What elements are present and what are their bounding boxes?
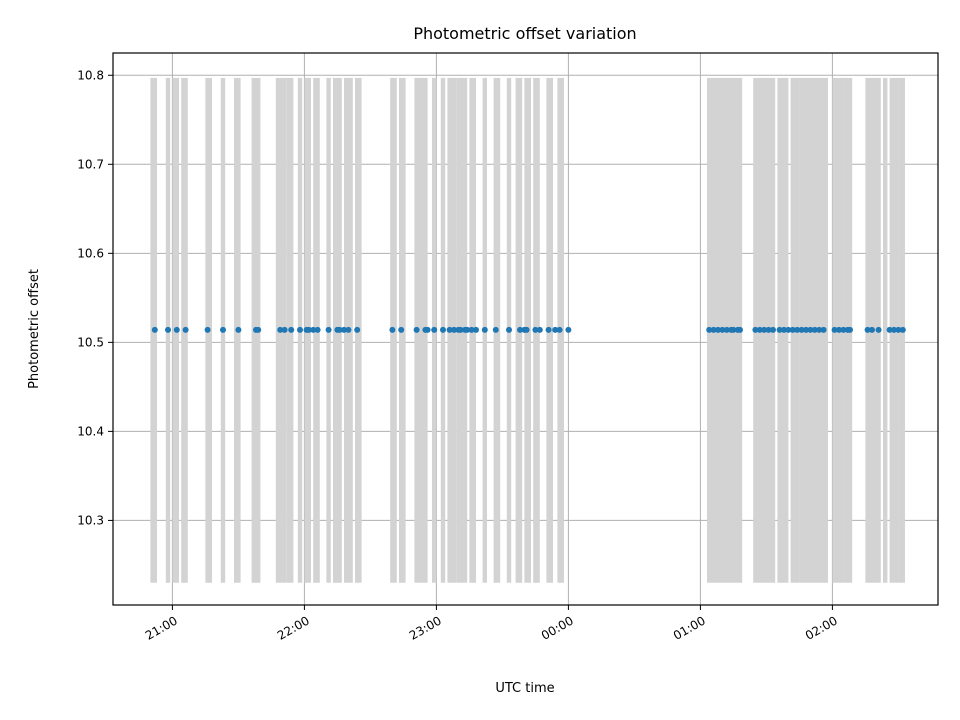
chart-title: Photometric offset variation bbox=[413, 24, 636, 43]
offset-point bbox=[776, 326, 783, 333]
offset-point bbox=[545, 326, 552, 333]
offset-point bbox=[891, 326, 897, 333]
offset-point bbox=[899, 326, 906, 333]
offset-point bbox=[706, 326, 713, 333]
offset-point bbox=[151, 326, 158, 333]
offset-point bbox=[389, 326, 396, 333]
y-tick-label: 10.4 bbox=[77, 424, 104, 438]
offset-point bbox=[798, 326, 805, 333]
offset-point bbox=[413, 326, 420, 333]
offset-point bbox=[204, 326, 211, 333]
y-tick-label: 10.8 bbox=[77, 68, 104, 82]
offset-point bbox=[532, 326, 539, 333]
offset-point bbox=[473, 326, 479, 333]
offset-point bbox=[277, 326, 284, 333]
y-tick-label: 10.5 bbox=[77, 335, 104, 349]
offset-point bbox=[523, 326, 530, 333]
offset-point bbox=[173, 326, 180, 333]
offset-point bbox=[165, 326, 171, 333]
offset-point bbox=[847, 326, 853, 333]
offset-point bbox=[481, 326, 488, 333]
offset-point bbox=[756, 326, 763, 333]
x-axis-label: UTC time bbox=[495, 681, 554, 696]
offset-point bbox=[869, 326, 875, 333]
offset-point bbox=[816, 326, 823, 333]
offset-points bbox=[151, 326, 906, 333]
offset-point bbox=[220, 326, 226, 333]
offset-point bbox=[752, 326, 759, 333]
offset-point bbox=[864, 326, 871, 333]
offset-point bbox=[310, 326, 317, 333]
offset-point bbox=[297, 326, 303, 333]
y-tick-label: 10.3 bbox=[77, 513, 104, 527]
offset-point bbox=[341, 326, 347, 333]
offset-point bbox=[536, 326, 543, 333]
offset-point bbox=[431, 326, 438, 333]
offset-point bbox=[468, 326, 475, 333]
offset-point bbox=[354, 326, 361, 333]
offset-point bbox=[336, 326, 343, 333]
y-axis-label: Photometric offset bbox=[27, 269, 42, 389]
offset-point bbox=[235, 326, 242, 333]
y-ticks: 10.3 10.4 10.5 10.6 10.7 10.8 bbox=[77, 68, 113, 527]
offset-point bbox=[255, 326, 262, 333]
y-tick-label: 10.6 bbox=[77, 246, 104, 260]
offset-point bbox=[811, 326, 818, 333]
offset-point bbox=[761, 326, 768, 333]
offset-point bbox=[281, 326, 288, 333]
offset-point bbox=[314, 326, 321, 333]
offset-point bbox=[840, 326, 847, 333]
y-tick-label: 10.7 bbox=[77, 157, 104, 171]
offset-point bbox=[424, 326, 431, 333]
offset-point bbox=[715, 326, 721, 333]
offset-point bbox=[794, 326, 801, 333]
offset-point bbox=[737, 326, 743, 333]
offset-point bbox=[781, 326, 787, 333]
offset-point bbox=[886, 326, 893, 333]
offset-point bbox=[457, 326, 464, 333]
offset-point bbox=[451, 326, 457, 333]
offset-point bbox=[288, 326, 295, 333]
offset-point bbox=[831, 326, 838, 333]
offset-point bbox=[440, 326, 446, 333]
offset-point bbox=[836, 326, 842, 333]
offset-point bbox=[492, 326, 499, 333]
offset-point bbox=[789, 326, 796, 333]
offset-point bbox=[710, 326, 717, 333]
axes-frame bbox=[112, 52, 939, 606]
offset-point bbox=[723, 326, 730, 333]
offset-point bbox=[325, 326, 332, 333]
offset-point bbox=[552, 326, 559, 333]
offset-point bbox=[719, 326, 726, 333]
offset-point bbox=[398, 326, 405, 333]
offset-point bbox=[875, 326, 882, 333]
offset-point bbox=[820, 326, 827, 333]
offset-point bbox=[803, 326, 809, 333]
offset-point bbox=[345, 326, 352, 333]
offset-point bbox=[565, 326, 572, 333]
offset-point bbox=[730, 326, 737, 333]
offset-point bbox=[182, 326, 189, 333]
offset-point bbox=[464, 326, 471, 333]
offset-point bbox=[770, 326, 776, 333]
offset-point bbox=[305, 326, 312, 333]
offset-point bbox=[446, 326, 453, 333]
observation-band bbox=[883, 77, 888, 583]
offset-point bbox=[517, 326, 523, 333]
offset-point bbox=[765, 326, 772, 333]
offset-point bbox=[785, 326, 792, 333]
offset-point bbox=[556, 326, 563, 333]
offset-point bbox=[807, 326, 814, 333]
offset-point bbox=[506, 326, 512, 333]
offset-point bbox=[895, 326, 902, 333]
